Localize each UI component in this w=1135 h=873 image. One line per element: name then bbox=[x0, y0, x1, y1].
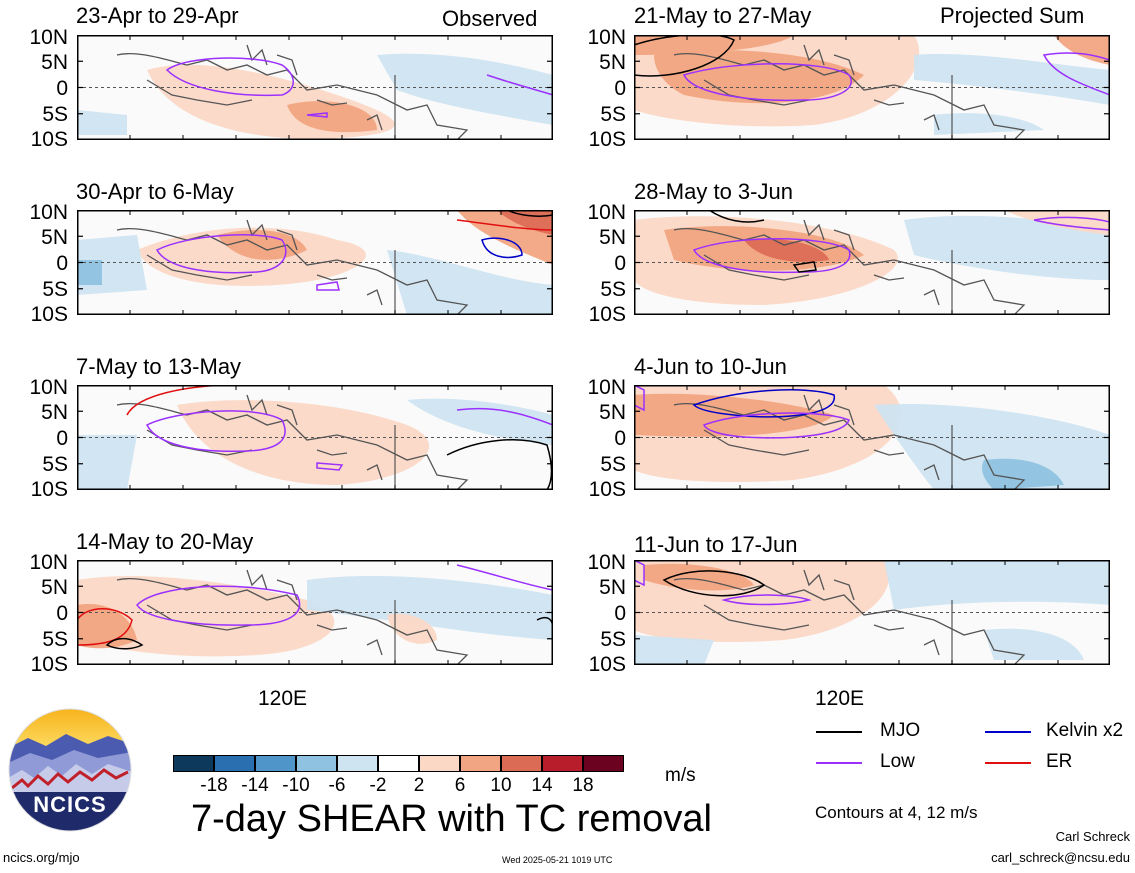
lat-label: 0 bbox=[614, 252, 626, 275]
lat-label: 0 bbox=[56, 77, 68, 100]
lat-label: 0 bbox=[56, 602, 68, 625]
colorbar-tick-label: 18 bbox=[572, 775, 594, 796]
lat-label: 5N bbox=[599, 51, 626, 74]
lat-label: 0 bbox=[614, 77, 626, 100]
lat-label: 5N bbox=[599, 401, 626, 424]
legend-line-mjo bbox=[816, 731, 862, 733]
panel-title-6: 28-May to 3-Jun bbox=[634, 179, 793, 204]
lat-label: 0 bbox=[614, 602, 626, 625]
colorbar-tick-label: 6 bbox=[454, 775, 466, 796]
legend-label-er: ER bbox=[1046, 751, 1073, 772]
lat-label: 5S bbox=[42, 453, 68, 476]
lat-label: 10S bbox=[588, 128, 626, 151]
lat-label: 5S bbox=[600, 628, 626, 651]
colorbar-swatch bbox=[214, 755, 255, 772]
lat-label: 10S bbox=[588, 653, 626, 676]
colorbar-tick-label: 10 bbox=[490, 775, 512, 796]
lon-label-left: 120E bbox=[258, 687, 308, 710]
lat-label: 5S bbox=[42, 103, 68, 126]
projected-sum-label: Projected Sum bbox=[940, 3, 1085, 28]
lat-label: 10N bbox=[29, 551, 68, 574]
lat-label: 5N bbox=[599, 576, 626, 599]
lat-label: 5N bbox=[41, 401, 68, 424]
colorbar-tick-label: -2 bbox=[369, 775, 387, 796]
footer-email: carl_schreck@ncsu.edu bbox=[991, 850, 1130, 865]
lat-label: 10S bbox=[30, 303, 68, 326]
colorbar-swatch bbox=[460, 755, 501, 772]
colorbar-units: m/s bbox=[665, 765, 696, 786]
map-panel-1 bbox=[77, 35, 553, 140]
lat-label: 5N bbox=[41, 576, 68, 599]
lat-label: 5S bbox=[600, 453, 626, 476]
map-panel-2 bbox=[77, 210, 553, 315]
legend-line-kelvin bbox=[985, 731, 1031, 733]
colorbar-swatch bbox=[501, 755, 542, 772]
lat-label: 10S bbox=[588, 303, 626, 326]
legend-label-low: Low bbox=[880, 751, 915, 772]
colorbar-tick-label: -18 bbox=[200, 775, 228, 796]
colorbar-swatch bbox=[173, 755, 214, 772]
observed-label: Observed bbox=[442, 6, 538, 31]
colorbar-swatch bbox=[378, 755, 419, 772]
colorbar-swatch bbox=[583, 755, 624, 772]
colorbar-swatch bbox=[337, 755, 378, 772]
ncics-logo-text: NCICS bbox=[33, 792, 107, 817]
lat-label: 10N bbox=[29, 201, 68, 224]
lat-label: 10S bbox=[588, 478, 626, 501]
lat-label: 0 bbox=[614, 427, 626, 450]
colorbar-swatch bbox=[296, 755, 337, 772]
lat-label: 10S bbox=[30, 653, 68, 676]
legend-label-kelvin: Kelvin x2 bbox=[1046, 720, 1124, 741]
main-title: 7-day SHEAR with TC removal bbox=[191, 798, 712, 840]
lat-label: 5N bbox=[41, 226, 68, 249]
footer-author: Carl Schreck bbox=[1055, 829, 1130, 844]
panel-title-3: 7-May to 13-May bbox=[76, 354, 242, 379]
panel-title-2: 30-Apr to 6-May bbox=[76, 179, 234, 204]
map-panel-3 bbox=[77, 385, 553, 490]
lat-label: 10S bbox=[30, 128, 68, 151]
colorbar-tick-label: 2 bbox=[413, 775, 425, 796]
footer-timestamp: Wed 2025-05-21 1019 UTC bbox=[502, 855, 613, 865]
lat-label: 0 bbox=[56, 252, 68, 275]
panel-title-7: 4-Jun to 10-Jun bbox=[634, 354, 787, 379]
ncics-logo: NCICS bbox=[8, 708, 132, 832]
lon-label-right: 120E bbox=[815, 687, 865, 710]
lat-label: 10N bbox=[587, 551, 626, 574]
contour-note: Contours at 4, 12 m/s bbox=[815, 803, 978, 822]
lat-label: 5S bbox=[42, 278, 68, 301]
legend-line-er bbox=[985, 762, 1031, 764]
colorbar-tick-label: 14 bbox=[531, 775, 553, 796]
panel-title-5: 21-May to 27-May bbox=[634, 3, 812, 28]
lat-label: 10N bbox=[587, 376, 626, 399]
panel-title-8: 11-Jun to 17-Jun bbox=[634, 532, 798, 557]
lat-label: 5N bbox=[599, 226, 626, 249]
lat-label: 5S bbox=[42, 628, 68, 651]
map-panel-4 bbox=[77, 560, 553, 665]
lat-label: 10N bbox=[29, 26, 68, 49]
lat-label: 0 bbox=[56, 427, 68, 450]
colorbar-swatch bbox=[419, 755, 460, 772]
panel-title-4: 14-May to 20-May bbox=[76, 529, 254, 554]
colorbar-tick-label: -10 bbox=[282, 775, 310, 796]
lat-label: 10S bbox=[30, 478, 68, 501]
map-panel-6 bbox=[634, 210, 1110, 315]
lat-label: 10N bbox=[587, 201, 626, 224]
colorbar-tick-label: -14 bbox=[241, 775, 269, 796]
legend-label-mjo: MJO bbox=[880, 720, 921, 741]
legend-line-low bbox=[816, 762, 862, 764]
map-panel-7 bbox=[634, 385, 1110, 490]
colorbar-tick-label: -6 bbox=[328, 775, 346, 796]
lat-label: 5S bbox=[600, 103, 626, 126]
footer-url: ncics.org/mjo bbox=[3, 850, 80, 865]
map-panel-8 bbox=[634, 560, 1110, 665]
colorbar-swatch bbox=[542, 755, 583, 772]
lat-label: 10N bbox=[29, 376, 68, 399]
panel-title-1: 23-Apr to 29-Apr bbox=[76, 3, 239, 28]
lat-label: 10N bbox=[587, 26, 626, 49]
colorbar-swatch bbox=[255, 755, 296, 772]
map-panel-5 bbox=[634, 35, 1110, 140]
lat-label: 5N bbox=[41, 51, 68, 74]
lat-label: 5S bbox=[600, 278, 626, 301]
